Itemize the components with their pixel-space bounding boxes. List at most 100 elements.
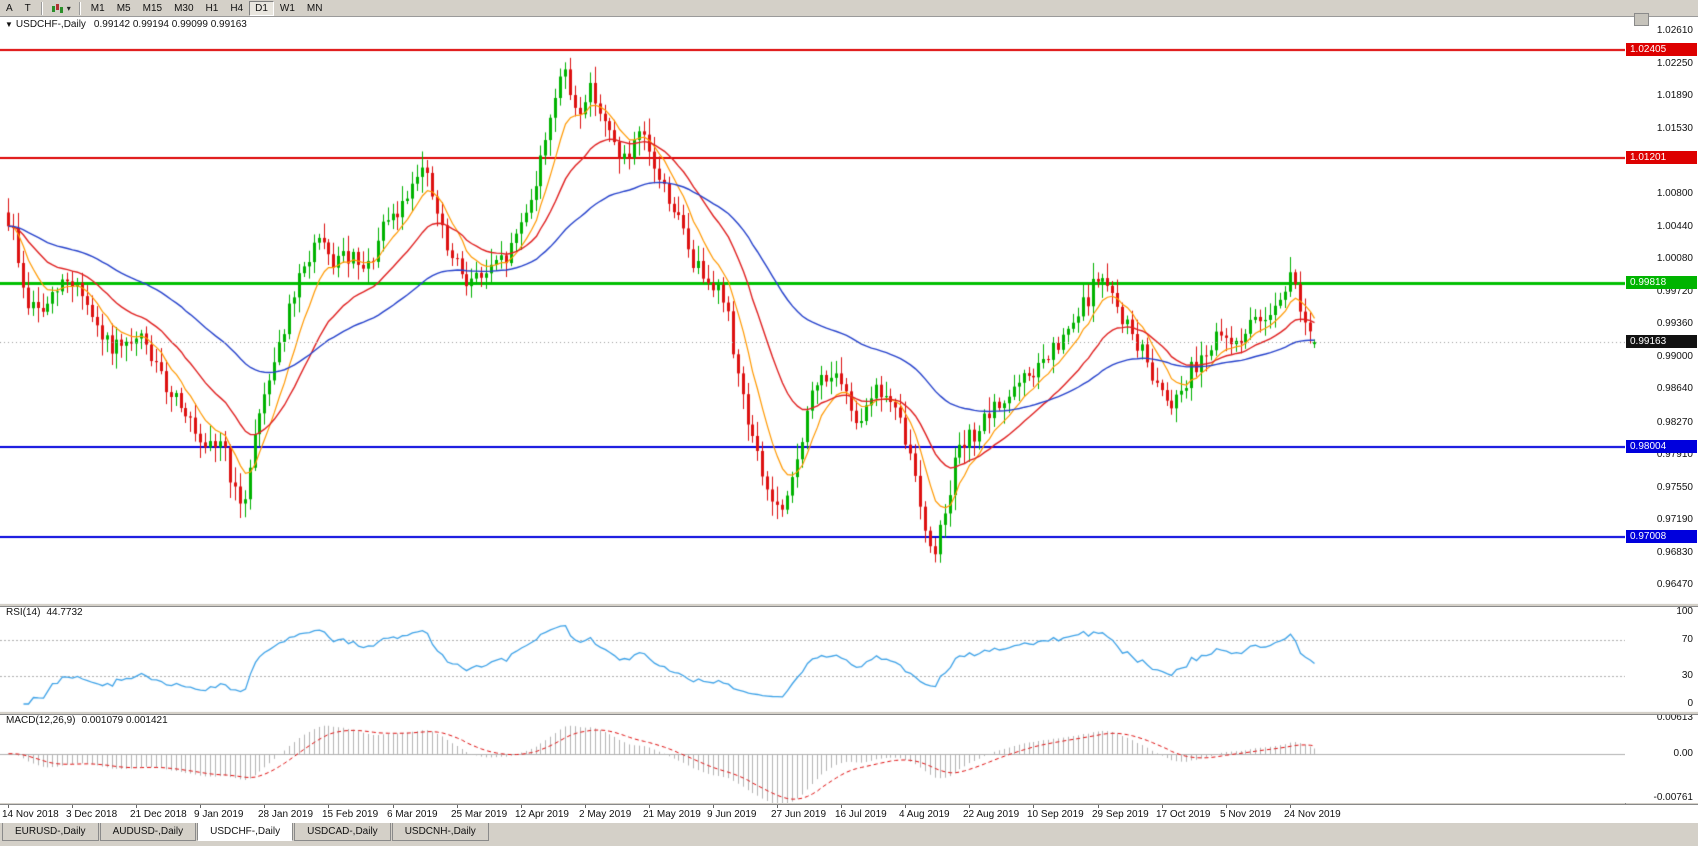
toolbar-separator xyxy=(40,1,43,15)
price-tick: 0.96830 xyxy=(1656,546,1693,558)
date-label: 9 Jun 2019 xyxy=(707,809,757,820)
timeframe-button-d1[interactable]: D1 xyxy=(249,0,274,16)
time-tick xyxy=(969,805,970,808)
price-axis[interactable]: 1.02610 1.02250 1.01890 1.01530 1.00800 1.004… xyxy=(1625,17,1698,603)
timeframe-button-m1[interactable]: M1 xyxy=(90,2,105,14)
date-label: 2 May 2019 xyxy=(579,809,632,820)
time-tick xyxy=(841,805,842,808)
toolbar-button-t[interactable]: T xyxy=(24,2,31,14)
macd-panel: MACD(12,26,9) 0.001079 0.001421 xyxy=(0,713,1698,803)
price-tick: 0.98640 xyxy=(1656,383,1693,395)
price-badge: 0.99163 xyxy=(1626,335,1697,349)
price-tick: 0.97190 xyxy=(1656,514,1693,526)
time-tick xyxy=(1226,805,1227,808)
rsi-canvas[interactable] xyxy=(0,605,1625,711)
timeframe-group: M1 M5 M15 M30 H1 H4 D1 W1 MN xyxy=(85,0,329,16)
chart-tab-usdcad-daily[interactable]: USDCAD-,Daily xyxy=(294,823,391,841)
price-tick: 0.96470 xyxy=(1656,579,1693,591)
timeframe-button-m30[interactable]: M30 xyxy=(174,2,194,14)
date-label: 24 Nov 2019 xyxy=(1284,809,1341,820)
price-tick: 0.99000 xyxy=(1656,350,1693,362)
price-badge: 0.97008 xyxy=(1626,529,1697,543)
date-label: 10 Sep 2019 xyxy=(1027,809,1084,820)
price-tick: 1.00800 xyxy=(1656,188,1693,200)
rsi-axis[interactable]: 100 70 30 0 xyxy=(1625,605,1698,711)
time-tick xyxy=(328,805,329,808)
price-tick: 0.97550 xyxy=(1656,481,1693,493)
price-badge: 1.01201 xyxy=(1626,151,1697,165)
panel-splitter[interactable] xyxy=(0,603,1698,607)
collapse-icon[interactable]: ▼ xyxy=(5,20,13,29)
date-label: 3 Dec 2018 xyxy=(66,809,118,820)
rsi-tick: 100 xyxy=(1676,606,1693,617)
rsi-label: RSI(14) 44.7732 xyxy=(6,607,83,618)
macd-canvas[interactable] xyxy=(0,713,1625,803)
date-label: 27 Jun 2019 xyxy=(771,809,827,820)
price-tick: 0.99720 xyxy=(1656,285,1693,297)
price-tick: 0.97910 xyxy=(1656,449,1693,461)
price-badge: 0.99818 xyxy=(1626,276,1697,290)
time-tick xyxy=(1162,805,1163,808)
date-label: 4 Aug 2019 xyxy=(899,809,950,820)
timeframe-button-h1[interactable]: H1 xyxy=(205,2,219,14)
price-tick: 1.01530 xyxy=(1656,122,1693,134)
date-label: 6 Mar 2019 xyxy=(387,809,438,820)
price-tick: 1.00080 xyxy=(1656,253,1693,265)
macd-values: 0.001079 0.001421 xyxy=(81,715,168,726)
time-tick xyxy=(1290,805,1291,808)
price-tick: 1.00440 xyxy=(1656,220,1693,232)
chart-tab-audusd-daily[interactable]: AUDUSD-,Daily xyxy=(99,823,197,841)
main-chart-panel: ▼ USDCHF-,Daily 0.99142 0.99194 0.99099 0.… xyxy=(0,17,1698,603)
rsi-panel: RSI(14) 44.7732 xyxy=(0,605,1698,711)
chart-ohlc: 0.99142 0.99194 0.99099 0.99163 xyxy=(93,19,247,30)
rsi-tick: 70 xyxy=(1681,633,1693,645)
date-label: 12 Apr 2019 xyxy=(515,809,569,820)
price-tick: 1.02250 xyxy=(1656,57,1693,69)
rsi-tick: 30 xyxy=(1681,670,1693,682)
time-tick xyxy=(8,805,9,808)
date-label: 16 Jul 2019 xyxy=(835,809,887,820)
main-chart-canvas[interactable] xyxy=(0,17,1625,603)
time-tick xyxy=(585,805,586,808)
chart-tab-usdcnh-daily[interactable]: USDCNH-,Daily xyxy=(391,823,489,841)
time-tick xyxy=(649,805,650,808)
price-tick: 0.98270 xyxy=(1656,416,1693,428)
date-label: 22 Aug 2019 xyxy=(963,809,1020,820)
panel-splitter[interactable] xyxy=(0,711,1698,715)
rsi-value: 44.7732 xyxy=(46,607,83,618)
macd-label: MACD(12,26,9) 0.001079 0.001421 xyxy=(6,715,168,726)
date-label: 5 Nov 2019 xyxy=(1220,809,1272,820)
timeframe-button-h4[interactable]: H4 xyxy=(230,2,244,14)
timeframe-button-mn[interactable]: MN xyxy=(306,2,323,14)
macd-tick: 0.00613 xyxy=(1656,713,1693,723)
time-tick xyxy=(200,805,201,808)
chart-type-button[interactable]: ▾ xyxy=(47,3,75,14)
time-tick xyxy=(905,805,906,808)
time-tick xyxy=(457,805,458,808)
price-badge: 0.98004 xyxy=(1626,439,1697,453)
chart-tab-usdchf-daily[interactable]: USDCHF-,Daily xyxy=(197,823,294,841)
chart-tab-eurusd-daily[interactable]: EURUSD-,Daily xyxy=(2,823,99,841)
time-tick xyxy=(393,805,394,808)
timeframe-button-w1[interactable]: W1 xyxy=(279,2,295,14)
timeframe-button-m15[interactable]: M15 xyxy=(142,2,163,14)
date-label: 17 Oct 2019 xyxy=(1156,809,1211,820)
time-tick xyxy=(1033,805,1034,808)
mini-candles-icon xyxy=(51,3,63,13)
rsi-tick: 0 xyxy=(1687,698,1693,709)
toolbar-button-a[interactable]: A xyxy=(6,2,13,14)
price-badge: 1.02405 xyxy=(1626,42,1697,56)
macd-name: MACD(12,26,9) xyxy=(6,715,76,726)
macd-axis[interactable]: 0.00613 0.00 -0.00761 xyxy=(1625,713,1698,803)
toolbar-separator xyxy=(78,1,81,15)
chart-scroll-marker[interactable] xyxy=(1634,13,1649,26)
timeframe-button-m5[interactable]: M5 xyxy=(116,2,131,14)
chart-header: ▼ USDCHF-,Daily 0.99142 0.99194 0.99099 0.… xyxy=(5,19,247,30)
time-axis[interactable]: 14 Nov 2018 3 Dec 2018 21 Dec 2018 9 Jan 20… xyxy=(0,804,1698,823)
date-label: 21 Dec 2018 xyxy=(130,809,187,820)
time-tick xyxy=(521,805,522,808)
price-tick: 0.99360 xyxy=(1656,318,1693,330)
